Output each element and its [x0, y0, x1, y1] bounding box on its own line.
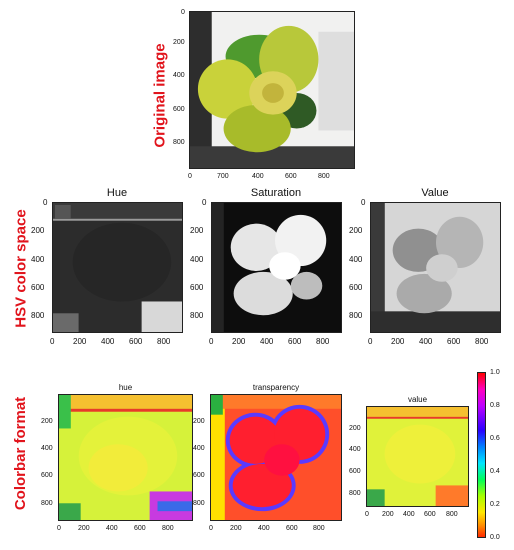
colorbar-gradient: [477, 372, 486, 538]
tick-label: 200: [382, 511, 394, 518]
tick-label: 400: [190, 255, 204, 264]
tick-label: 0: [209, 525, 213, 532]
section-label-hsv: HSV color space: [12, 209, 30, 328]
hsv-saturation-image: [211, 202, 342, 333]
tick-label: 800: [173, 139, 185, 146]
tick-label: 600: [288, 337, 302, 346]
colorbar-tick: 0.4: [490, 468, 500, 475]
tick-label: 200: [391, 337, 405, 346]
tick-label: 600: [424, 511, 436, 518]
colorbar-tick: 1.0: [490, 369, 500, 376]
tick-label: 600: [286, 525, 298, 532]
tick-label: 800: [162, 525, 174, 532]
tick-label: 400: [349, 446, 361, 453]
tick-label: 200: [78, 525, 90, 532]
original-image: [189, 11, 355, 169]
tick-label: 0: [188, 173, 192, 180]
tick-label: 600: [31, 283, 45, 292]
tick-label: 0: [202, 198, 207, 207]
tick-label: 600: [190, 283, 204, 292]
tick-label: 600: [134, 525, 146, 532]
tick-label: 400: [349, 255, 363, 264]
panel-title: hue: [118, 383, 133, 392]
panel-title: Hue: [106, 187, 128, 199]
tick-label: 200: [193, 418, 205, 425]
tick-label: 600: [447, 337, 461, 346]
tick-label: 800: [190, 311, 204, 320]
cb-transparency-image: [210, 394, 342, 521]
tick-label: 400: [173, 72, 185, 79]
tick-label: 600: [193, 472, 205, 479]
tick-label: 0: [181, 9, 185, 16]
tick-label: 600: [173, 106, 185, 113]
tick-label: 200: [349, 425, 361, 432]
tick-label: 400: [101, 337, 115, 346]
tick-label: 800: [157, 337, 171, 346]
tick-label: 800: [193, 500, 205, 507]
tick-label: 0: [57, 525, 61, 532]
tick-label: 400: [252, 173, 264, 180]
hsv-value-image: [370, 202, 501, 333]
tick-label: 0: [361, 198, 366, 207]
tick-label: 200: [349, 226, 363, 235]
tick-label: 800: [41, 500, 53, 507]
tick-label: 200: [232, 337, 246, 346]
tick-label: 400: [31, 255, 45, 264]
tick-label: 400: [258, 525, 270, 532]
tick-label: 800: [446, 511, 458, 518]
tick-label: 800: [349, 311, 363, 320]
tick-label: 200: [190, 226, 204, 235]
tick-label: 200: [41, 418, 53, 425]
tick-label: 800: [349, 490, 361, 497]
tick-label: 600: [41, 472, 53, 479]
colorbar-tick: 0.8: [490, 402, 500, 409]
colorbar-tick: 0.2: [490, 501, 500, 508]
tick-label: 200: [31, 226, 45, 235]
tick-label: 800: [313, 525, 325, 532]
tick-label: 800: [316, 337, 330, 346]
panel-title: value: [407, 395, 428, 404]
colorbar-tick: 0.0: [490, 534, 500, 541]
tick-label: 200: [230, 525, 242, 532]
panel-title: transparency: [252, 383, 300, 392]
tick-label: 400: [41, 445, 53, 452]
tick-label: 600: [349, 283, 363, 292]
tick-label: 0: [209, 337, 214, 346]
tick-label: 700: [217, 173, 229, 180]
tick-label: 600: [129, 337, 143, 346]
tick-label: 800: [475, 337, 489, 346]
cb-hue-image: [58, 394, 193, 521]
tick-label: 600: [285, 173, 297, 180]
tick-label: 0: [365, 511, 369, 518]
tick-label: 400: [419, 337, 433, 346]
tick-label: 800: [31, 311, 45, 320]
section-label-original: Original image: [151, 43, 169, 148]
tick-label: 400: [260, 337, 274, 346]
tick-label: 400: [403, 511, 415, 518]
tick-label: 400: [106, 525, 118, 532]
panel-title: Saturation: [250, 187, 302, 199]
hsv-hue-image: [52, 202, 183, 333]
tick-label: 200: [173, 39, 185, 46]
cb-value-image: [366, 406, 469, 507]
tick-label: 0: [368, 337, 373, 346]
tick-label: 800: [318, 173, 330, 180]
tick-label: 0: [43, 198, 48, 207]
colorbar-tick: 0.6: [490, 435, 500, 442]
tick-label: 600: [349, 468, 361, 475]
panel-title: Value: [421, 187, 449, 199]
tick-label: 200: [73, 337, 87, 346]
tick-label: 400: [193, 445, 205, 452]
section-label-colorbar: Colorbar format: [12, 396, 30, 511]
tick-label: 0: [50, 337, 55, 346]
